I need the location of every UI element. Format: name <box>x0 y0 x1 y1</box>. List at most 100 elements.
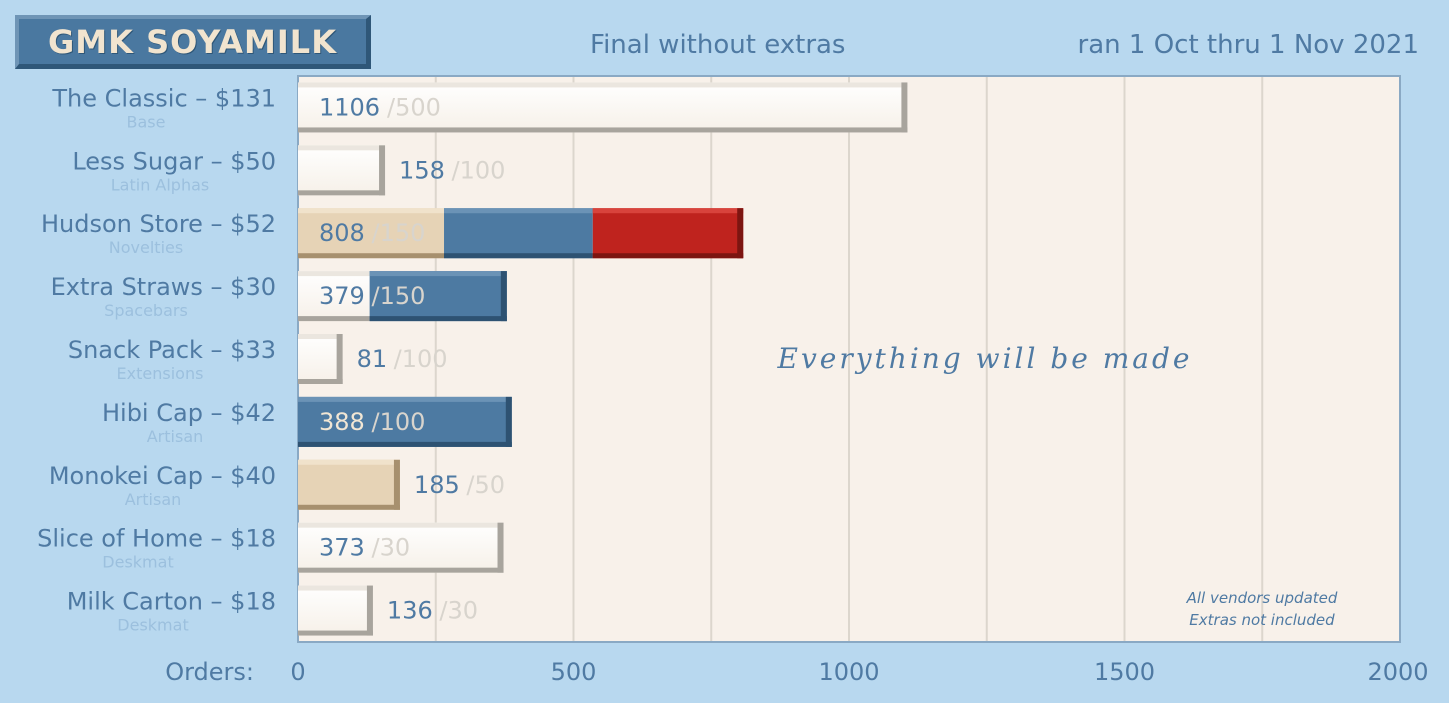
category-label: Hudson Store – $52 <box>41 210 276 238</box>
bar-bevel-right <box>497 522 504 573</box>
category-label: Monokei Cap – $40 <box>49 462 276 490</box>
bar-value-label: 136 <box>387 597 433 625</box>
x-tick-label: 500 <box>551 658 597 686</box>
x-tick-label: 2000 <box>1367 658 1428 686</box>
bar-bevel-bottom <box>369 316 507 322</box>
bars: 1106/500158/100808/150379/15081/100388/1… <box>298 82 908 636</box>
bar-segment <box>298 271 370 322</box>
bar-segment <box>369 271 507 322</box>
bar-bevel-top <box>298 208 445 214</box>
bar-bevel-bottom <box>298 316 370 322</box>
bar-value-label: 388 <box>319 408 365 436</box>
category-sub-label: Novelties <box>109 238 183 257</box>
bar-goal-label: /150 <box>372 219 426 247</box>
category-sub-label: Spacebars <box>104 301 188 320</box>
category-label: Milk Carton – $18 <box>67 588 276 616</box>
bar-bevel-right <box>737 208 744 259</box>
bar-bevel-bottom <box>298 379 343 384</box>
bar-bevel-bottom <box>298 127 908 133</box>
category-label: Snack Pack – $33 <box>68 336 276 364</box>
bar-segment <box>298 208 445 259</box>
bar-bevel-bottom <box>298 190 386 196</box>
bar-segment <box>444 208 593 259</box>
category-label: Hibi Cap – $42 <box>102 399 276 427</box>
bar-bevel-bottom <box>298 567 504 573</box>
category-label: The Classic – $131 <box>51 84 276 112</box>
bar-bevel-bottom <box>298 630 373 636</box>
bar-goal-label: /100 <box>372 408 426 436</box>
category-sub-label: Extensions <box>117 364 204 383</box>
bar-goal-label: /100 <box>394 345 448 373</box>
bar-goal-label: /30 <box>439 597 478 625</box>
bar-bevel-right <box>901 82 908 133</box>
bar-bevel-bottom <box>592 253 744 259</box>
bar-goal-label: /500 <box>387 93 441 121</box>
bar-goal-label: /150 <box>372 282 426 310</box>
note-extras-not-included: Extras not included <box>1189 611 1335 629</box>
banner-text: Everything will be made <box>777 342 1193 375</box>
bar-bevel-top <box>298 82 908 88</box>
note-vendors-updated: All vendors updated <box>1186 589 1338 607</box>
bar-group: 136/30 <box>298 585 478 636</box>
bar-bevel-right <box>366 585 373 636</box>
bar-bevel-top <box>298 459 400 465</box>
bar-group: 81/100 <box>298 334 448 384</box>
bar-value-label: 158 <box>399 156 445 184</box>
bar-value-label: 185 <box>414 471 460 499</box>
x-tick-label: 1500 <box>1094 658 1155 686</box>
bar-segment <box>298 585 373 636</box>
bar-value-label: 373 <box>319 534 365 562</box>
category-label: Less Sugar – $50 <box>72 147 276 175</box>
bar-segment <box>298 82 908 133</box>
bar-bevel-top <box>298 145 386 151</box>
category-sub-label: Artisan <box>125 490 182 509</box>
bar-bevel-top <box>298 334 343 339</box>
bar-segment <box>298 459 400 510</box>
bar-value-label: 379 <box>319 282 365 310</box>
logo: GMK SOYAMILK <box>15 15 371 69</box>
bar-bevel-top <box>369 271 507 277</box>
bar-bevel-right <box>393 459 400 510</box>
x-axis-ticks: 0 500 1000 1500 2000 <box>290 658 1428 686</box>
bar-bevel-right <box>500 271 507 322</box>
x-axis-label: Orders: <box>165 658 254 686</box>
bar-bevel-top <box>298 396 512 402</box>
bar-value-label: 808 <box>319 219 365 247</box>
bar-bevel-top <box>444 208 593 214</box>
bar-bevel-top <box>298 522 504 528</box>
category-sub-label: Artisan <box>147 427 204 446</box>
bar-group: 388/100 <box>298 396 512 447</box>
bar-bevel-right <box>505 396 512 447</box>
x-tick-label: 0 <box>290 658 305 686</box>
bar-value-label: 1106 <box>319 93 380 121</box>
bar-bevel-top <box>298 585 373 591</box>
x-tick-label: 1000 <box>818 658 879 686</box>
bar-bevel-bottom <box>298 504 400 510</box>
category-sub-label: Latin Alphas <box>111 175 210 194</box>
category-sub-label: Deskmat <box>117 616 188 635</box>
bar-group: 158/100 <box>298 145 506 196</box>
bar-bevel-bottom <box>298 441 512 447</box>
category-label: Extra Straws – $30 <box>51 273 276 301</box>
category-sub-label: Base <box>127 112 166 131</box>
bar-bevel-bottom <box>298 253 445 259</box>
bar-bevel-right <box>379 145 386 196</box>
bar-goal-label: /100 <box>452 156 506 184</box>
bar-segment <box>298 145 386 196</box>
date-range: ran 1 Oct thru 1 Nov 2021 <box>1077 30 1419 60</box>
bar-value-label: 81 <box>357 345 388 373</box>
bar-group: 379/150 <box>298 271 507 322</box>
bar-segment <box>298 522 504 573</box>
bar-group: 808/150 <box>298 208 744 259</box>
bar-goal-label: /30 <box>372 534 411 562</box>
gridlines <box>434 77 1264 641</box>
bar-group: 373/30 <box>298 522 504 573</box>
bar-group: 185/50 <box>298 459 505 510</box>
category-label: Slice of Home – $18 <box>37 525 276 553</box>
bar-bevel-right <box>336 334 343 384</box>
bar-bevel-bottom <box>444 253 593 259</box>
bar-bevel-top <box>298 271 370 277</box>
bar-bevel-top <box>592 208 744 214</box>
